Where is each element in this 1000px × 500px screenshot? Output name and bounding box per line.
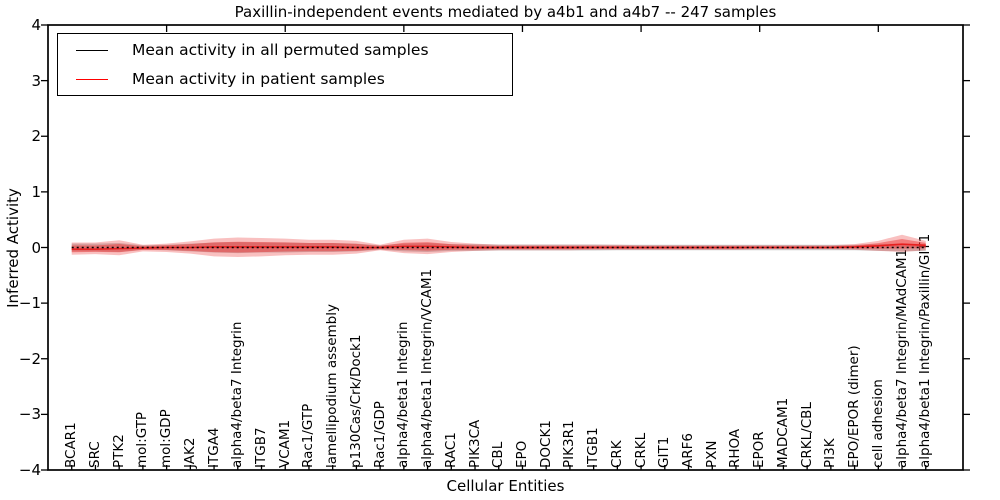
x-tick-label: EPOR bbox=[751, 431, 768, 468]
legend-label: Mean activity in patient samples bbox=[132, 70, 385, 88]
y-tick-label: 4 bbox=[31, 16, 41, 34]
x-axis-title: Cellular Entities bbox=[446, 477, 565, 495]
x-tick-label: EPO/EPOR (dimer) bbox=[846, 345, 863, 468]
y-tick-label: 1 bbox=[31, 182, 41, 201]
x-tick-label: CRKL/CBL bbox=[798, 402, 815, 468]
y-tick-label: −4 bbox=[18, 461, 41, 479]
x-tick-label: SRC bbox=[86, 441, 103, 468]
x-tick-label: CBL bbox=[490, 441, 507, 468]
y-tick-label: 3 bbox=[31, 71, 41, 90]
x-tick-label: alpha4/beta7 Integrin bbox=[229, 321, 246, 468]
x-tick-label: cell adhesion bbox=[869, 379, 886, 468]
x-tick-label: MADCAM1 bbox=[774, 397, 791, 468]
x-tick-label: ITGB1 bbox=[585, 427, 602, 468]
x-tick-label: JAK2 bbox=[181, 437, 198, 468]
x-tick-label: Rac1/GTP bbox=[300, 403, 317, 468]
x-tick-label: BCAR1 bbox=[63, 422, 80, 468]
patient-samples-std-outer-band bbox=[71, 234, 926, 257]
chart-title: Paxillin-independent events mediated by … bbox=[234, 3, 777, 21]
red-line-icon bbox=[76, 78, 108, 80]
x-tick-label: ITGA4 bbox=[205, 427, 222, 468]
patient-mean-line bbox=[71, 243, 926, 250]
x-tick-label: mol:GTP bbox=[134, 411, 151, 468]
x-tick-label: alpha4/beta1 Integrin bbox=[395, 321, 412, 468]
x-tick-label: EPO bbox=[513, 440, 530, 468]
x-tick-label: PI3K bbox=[822, 438, 839, 468]
x-tick-label: alpha4/beta7 Integrin/MAdCAM1 bbox=[893, 248, 910, 468]
x-tick-label: PTK2 bbox=[110, 434, 127, 468]
y-tick-label: −3 bbox=[18, 405, 41, 424]
x-tick-label: RAC1 bbox=[442, 432, 459, 468]
black-line-icon bbox=[76, 49, 108, 51]
legend: Mean activity in all permuted samples Me… bbox=[57, 33, 513, 96]
x-tick-label: ITGB7 bbox=[253, 427, 269, 468]
y-tick-label: 2 bbox=[31, 127, 41, 146]
x-tick-label: PIK3R1 bbox=[561, 420, 578, 468]
x-tick-label: ARF6 bbox=[680, 433, 697, 468]
x-tick-label: lamellipodium assembly bbox=[324, 304, 341, 468]
x-tick-label: CRK bbox=[608, 440, 625, 468]
x-tick-label: GIT1 bbox=[656, 436, 673, 468]
x-tick-label: VCAM1 bbox=[276, 419, 293, 468]
x-tick-label: RHOA bbox=[727, 428, 744, 468]
permuted-samples-std-band bbox=[71, 241, 926, 254]
patient-samples-std-inner-band bbox=[71, 238, 926, 253]
y-tick-label: 0 bbox=[31, 238, 41, 257]
x-tick-label: PIK3CA bbox=[466, 419, 483, 468]
x-tick-label: p130Cas/Crk/Dock1 bbox=[347, 334, 364, 468]
x-tick-label: mol:GDP bbox=[158, 409, 175, 468]
x-tick-label: PXN bbox=[703, 440, 720, 469]
legend-item-permuted: Mean activity in all permuted samples bbox=[58, 39, 512, 61]
x-tick-label: DOCK1 bbox=[537, 420, 554, 468]
x-tick-label: CRKL bbox=[632, 432, 649, 468]
y-tick-label: −1 bbox=[18, 294, 41, 313]
x-tick-label: alpha4/beta1 Integrin/Paxillin/GIT1 bbox=[917, 233, 934, 468]
legend-item-patient: Mean activity in patient samples bbox=[58, 68, 512, 90]
y-tick-label: −2 bbox=[18, 349, 41, 368]
legend-label: Mean activity in all permuted samples bbox=[132, 41, 429, 59]
x-tick-label: alpha4/beta1 Integrin/VCAM1 bbox=[419, 268, 436, 468]
x-tick-label: Rac1/GDP bbox=[371, 401, 388, 468]
